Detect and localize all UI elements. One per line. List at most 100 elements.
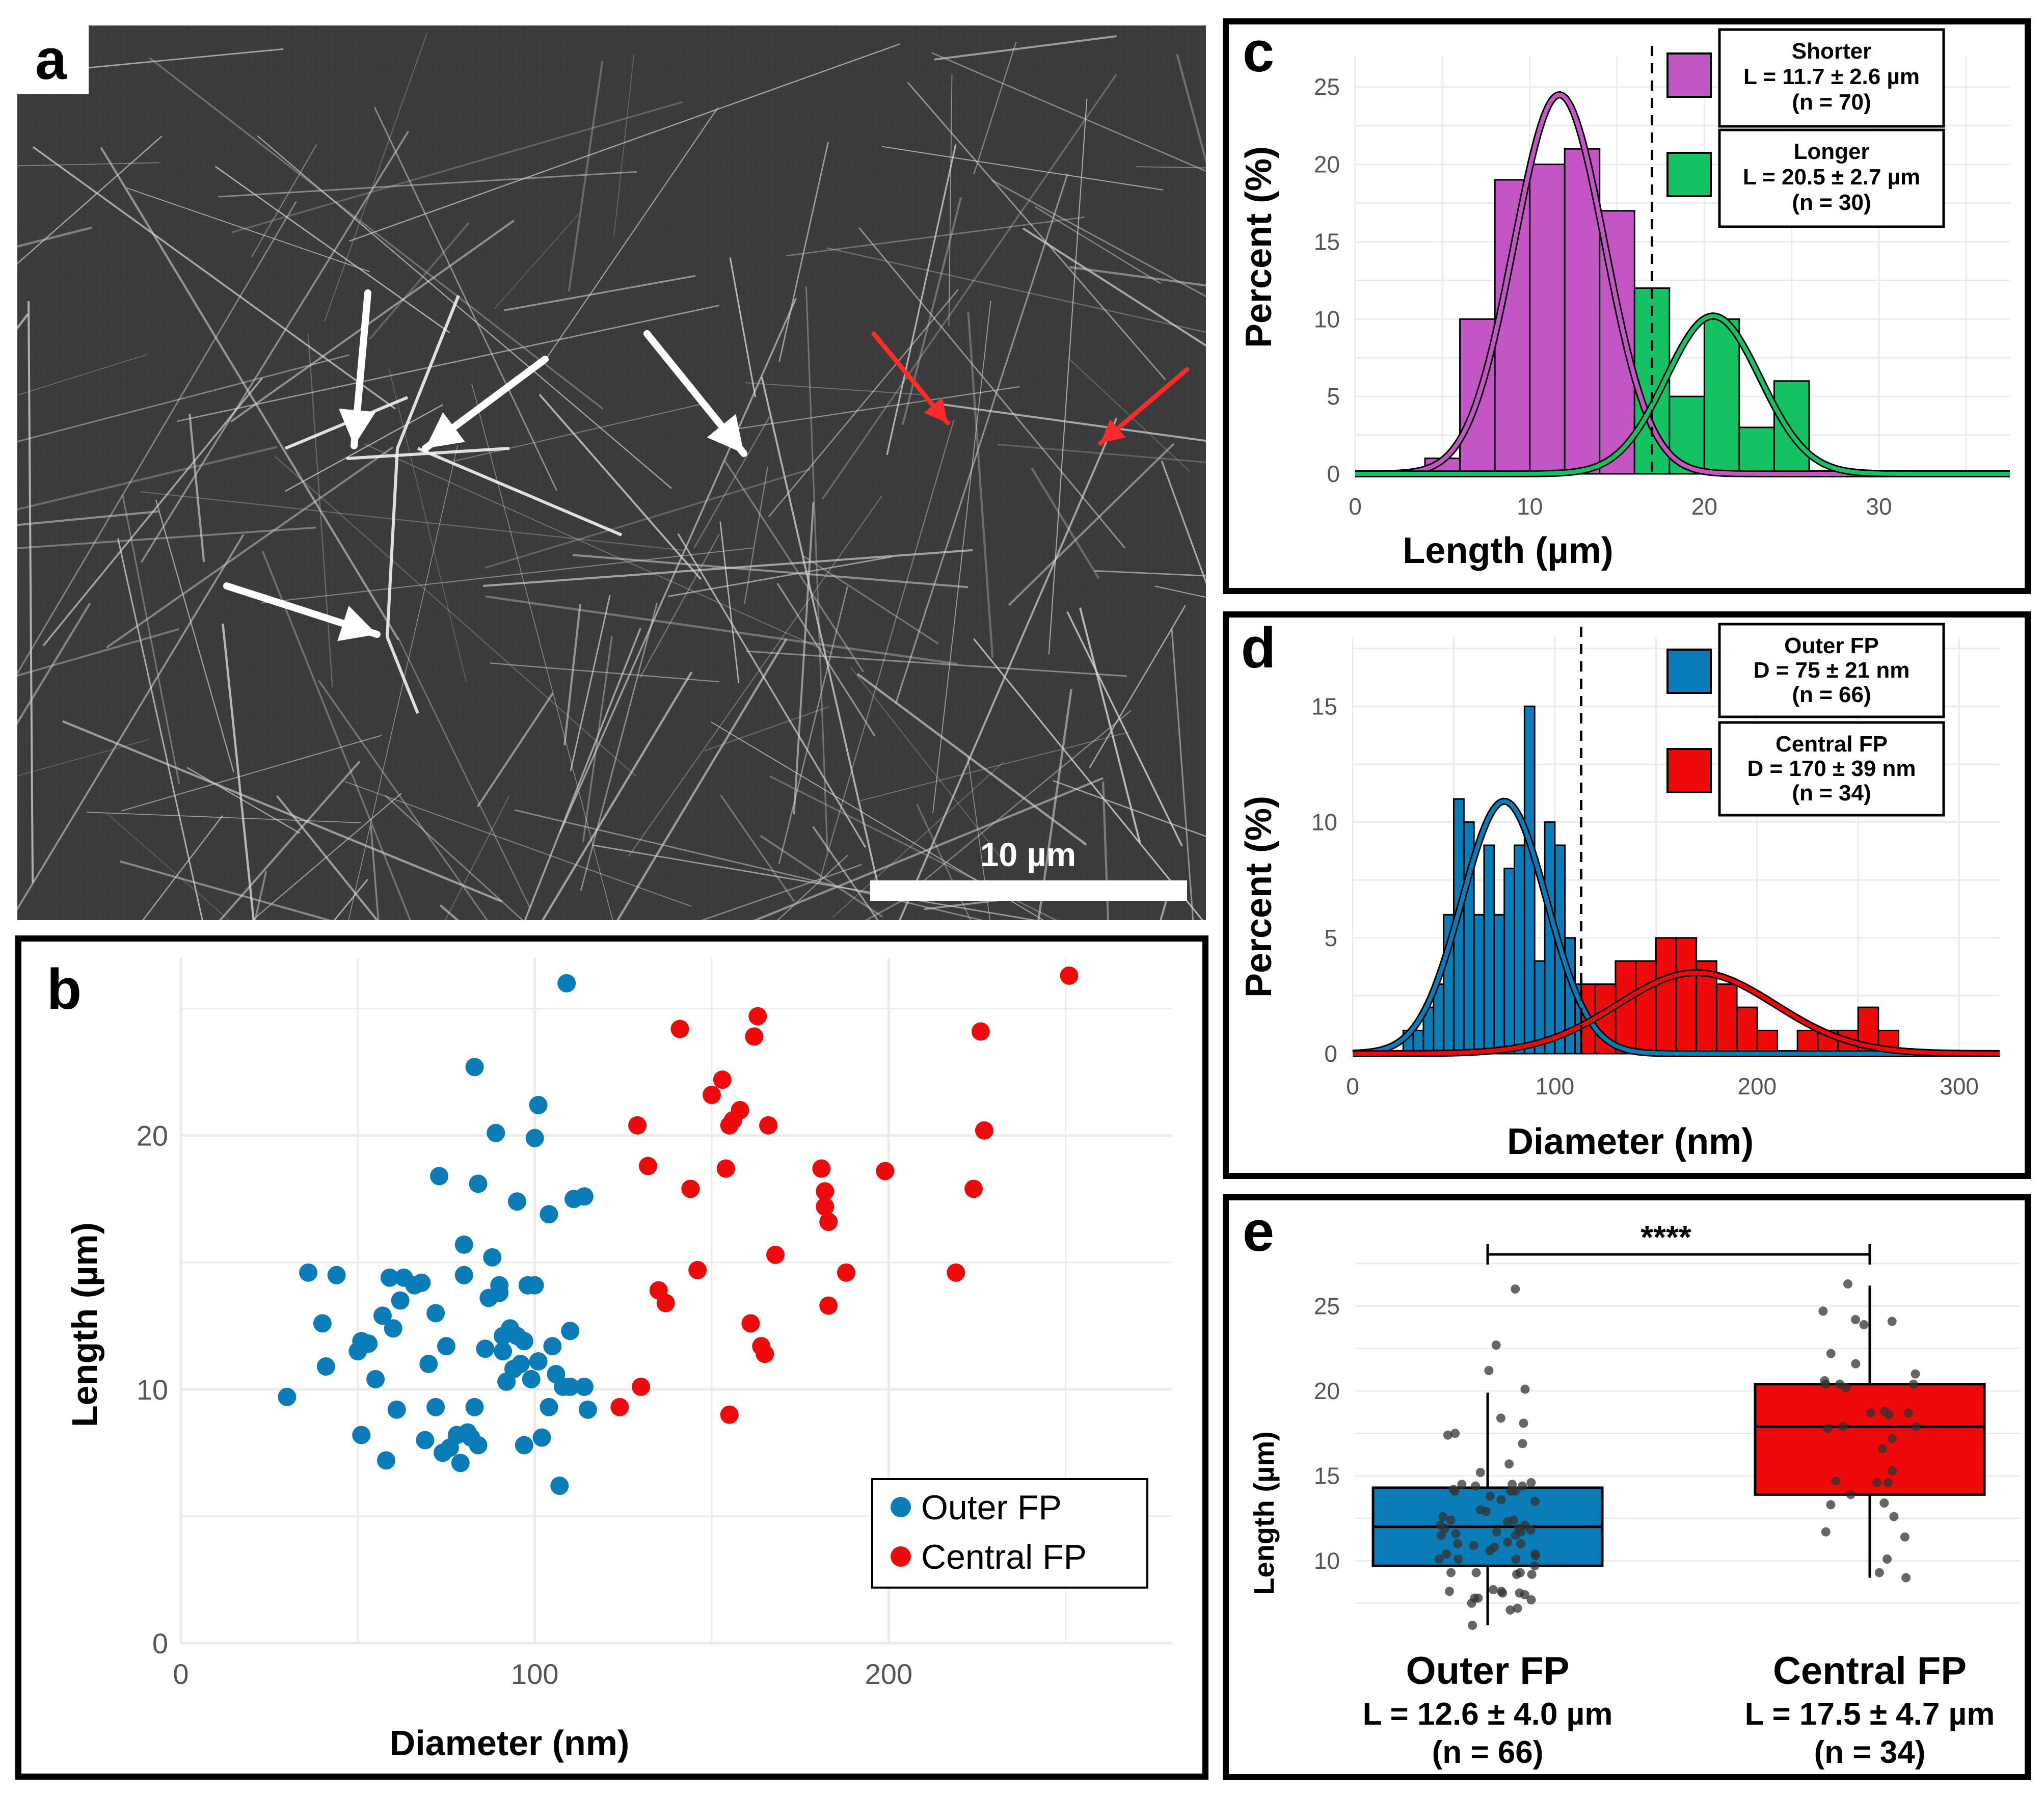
outer-fp-point xyxy=(511,1355,530,1374)
central-fp-point xyxy=(745,1027,764,1046)
outer-fp-point xyxy=(278,1387,297,1406)
c-gaussian-curves xyxy=(1355,91,2010,477)
fiber xyxy=(743,466,769,604)
e-jitter-point xyxy=(1823,1424,1833,1433)
fiber xyxy=(761,377,883,901)
e-jitter-point xyxy=(1503,1537,1513,1547)
d-bar-central-fp xyxy=(1715,983,1738,1055)
fiber xyxy=(1160,883,1172,920)
outer-fp-point xyxy=(561,1377,580,1396)
fiber xyxy=(28,301,34,883)
fiber xyxy=(826,247,1206,333)
e-y-tick-label: 15 xyxy=(1314,1463,1340,1489)
fiber xyxy=(973,638,1204,920)
e-jitter-point xyxy=(1530,1496,1540,1506)
fiber xyxy=(895,173,1069,704)
fiber xyxy=(700,864,863,920)
e-jitter-point xyxy=(1437,1531,1446,1540)
fiber xyxy=(821,74,1117,500)
d-x-tick-label: 300 xyxy=(1940,1073,1979,1099)
e-jitter-point xyxy=(1530,1561,1540,1571)
d-x-tick-label: 200 xyxy=(1737,1073,1777,1099)
scale-bar-label: 10 µm xyxy=(980,836,1076,873)
e-jitter-point xyxy=(1515,1588,1524,1598)
fiber xyxy=(232,101,683,233)
fiber xyxy=(140,130,410,563)
central-fp-point xyxy=(819,1296,838,1315)
outer-fp-point xyxy=(469,1174,488,1193)
diameter-histogram: 0 100 200 300 0 5 10 15 Diameter (nm) Percent (… xyxy=(1239,623,2000,1162)
d-y-axis-label: Percent (%) xyxy=(1239,796,1279,998)
outer-fp-point xyxy=(540,1205,558,1224)
d-y-tick-label: 10 xyxy=(1311,809,1337,836)
c-legend-shorter-title: Shorter xyxy=(1792,39,1871,64)
e-box-central-fp xyxy=(1754,1383,1986,1496)
fiber xyxy=(572,554,969,588)
e-group-outer-stats: L = 12.6 ± 4.0 µm xyxy=(1363,1697,1613,1732)
fiber xyxy=(991,179,1206,298)
fiber xyxy=(485,595,957,665)
fiber xyxy=(257,135,672,489)
fiber xyxy=(504,275,696,311)
e-jitter-point xyxy=(1831,1476,1840,1486)
d-legend-outer-box xyxy=(1718,623,1945,718)
fiber xyxy=(1048,98,1088,655)
fiber xyxy=(260,547,754,604)
fiber xyxy=(932,301,991,814)
fiber xyxy=(724,460,865,673)
c-legend-shorter-swatch xyxy=(1666,52,1712,98)
outer-fp-point xyxy=(359,1334,378,1353)
fiber xyxy=(106,446,394,649)
e-jitter-point xyxy=(1826,1349,1836,1358)
e-jitter-point xyxy=(1820,1376,1830,1385)
fiber xyxy=(916,803,972,920)
d-y-tick-label: 0 xyxy=(1324,1040,1337,1067)
e-jitter-point xyxy=(1446,1515,1456,1525)
e-jitter-point xyxy=(1887,1434,1897,1443)
fiber xyxy=(186,767,301,834)
d-legend-central-swatch xyxy=(1666,748,1712,793)
e-jitter-point xyxy=(1851,1315,1861,1324)
d-legend-central-stats: D = 170 ± 39 nm xyxy=(1747,756,1916,781)
c-legend-shorter-stats: L = 11.7 ± 2.6 µm xyxy=(1743,64,1920,89)
e-jitter-point xyxy=(1530,1549,1540,1559)
e-jitter-point xyxy=(1454,1554,1463,1564)
e-jitter-point xyxy=(1904,1408,1914,1418)
c-y-axis-label: Percent (%) xyxy=(1239,146,1279,348)
e-jitter-point xyxy=(1511,1284,1520,1294)
central-fp-point xyxy=(656,1294,675,1312)
d-x-tick-label: 0 xyxy=(1346,1073,1359,1099)
central-fp-point xyxy=(971,1022,990,1041)
central-fp-point xyxy=(632,1377,651,1396)
outer-fp-point xyxy=(575,1377,594,1396)
c-tick-labels: 0 10 20 30 0 5 10 15 20 25 xyxy=(1314,74,1892,520)
red-arrow-2-head xyxy=(1100,419,1126,443)
d-y-tick-label: 5 xyxy=(1324,925,1337,951)
fiber xyxy=(106,813,230,920)
fiber xyxy=(711,721,1044,920)
e-jitter-point xyxy=(1451,1529,1461,1538)
e-jitter-point xyxy=(1888,1466,1897,1476)
d-bar-outer-fp xyxy=(1523,705,1536,1055)
e-jitter-point xyxy=(1880,1407,1890,1416)
central-fp-point xyxy=(638,1157,657,1175)
e-jitter-point xyxy=(1851,1359,1861,1369)
fiber xyxy=(967,311,994,658)
c-legend: Shorter L = 11.7 ± 2.6 µm (n = 70) Longe… xyxy=(1666,28,1945,228)
fiber xyxy=(1094,570,1206,577)
b-x-tick-label: 100 xyxy=(511,1658,558,1690)
fiber xyxy=(802,555,939,645)
outer-fp-point xyxy=(532,1428,551,1447)
length-boxplot: 10 15 20 25 **** Length (µm) Outer FP L = 1… xyxy=(1248,1219,2020,1770)
e-jitter-point xyxy=(1818,1306,1828,1316)
fiber xyxy=(87,812,361,823)
fiber-bundle xyxy=(417,447,623,537)
fiber xyxy=(746,650,1127,677)
e-jitter-point xyxy=(1475,1468,1485,1477)
central-fp-point xyxy=(688,1260,707,1279)
e-jitter-point xyxy=(1491,1340,1501,1350)
central-fp-point xyxy=(816,1197,835,1216)
e-group-central-stats: L = 17.5 ± 4.7 µm xyxy=(1745,1697,1995,1732)
outer-fp-point xyxy=(352,1426,371,1444)
e-jitter-point xyxy=(1471,1568,1481,1577)
